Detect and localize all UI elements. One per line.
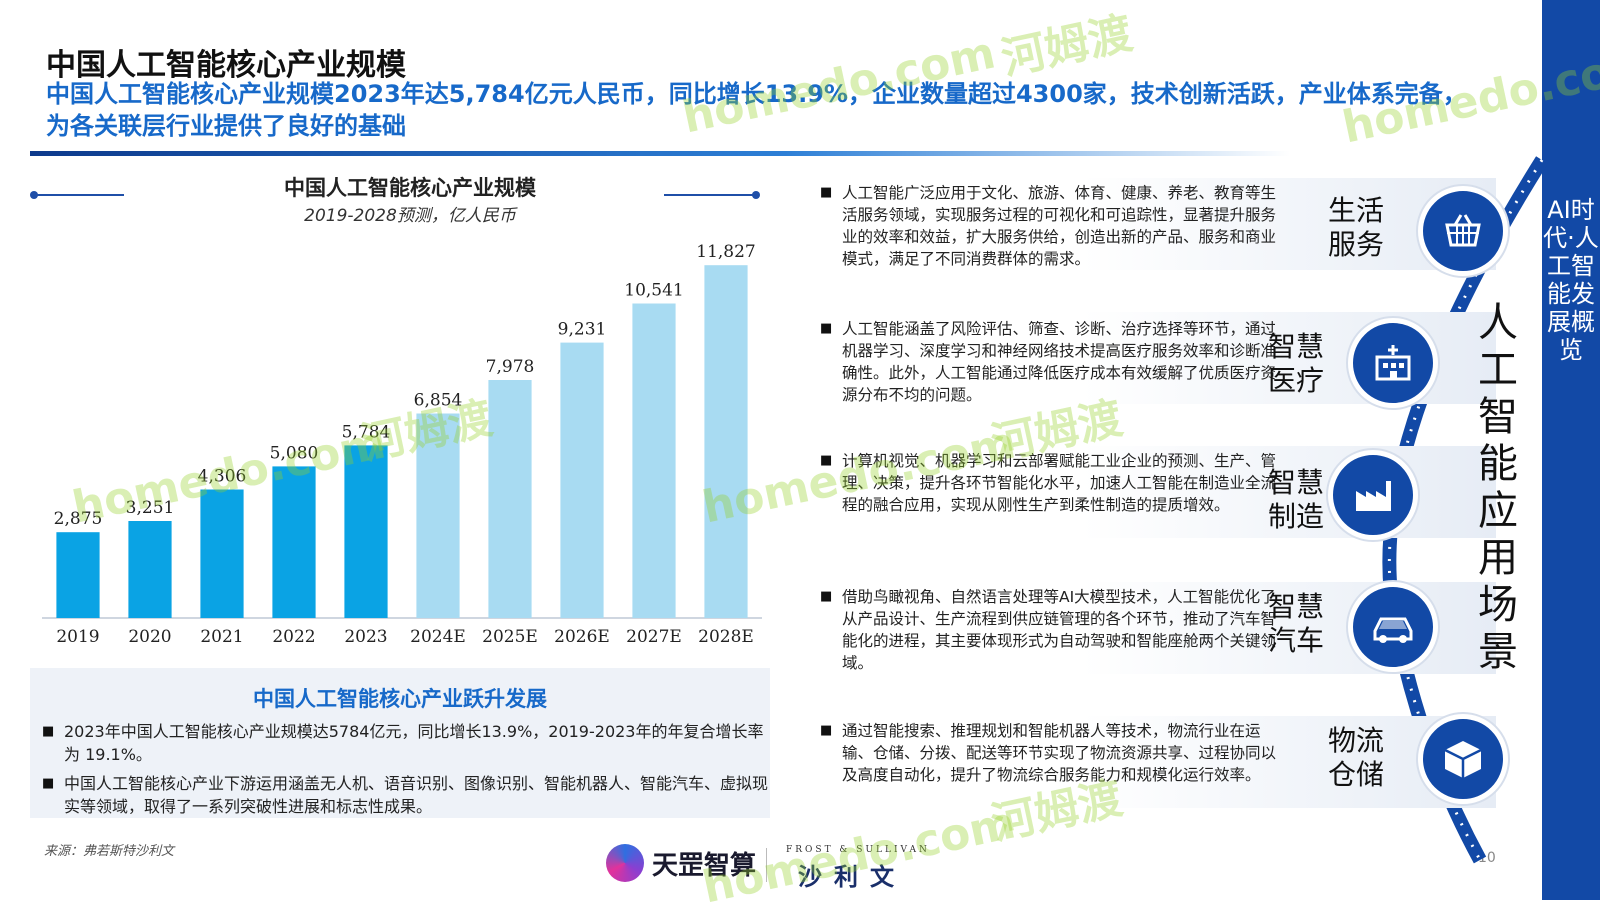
bar-2026E	[560, 342, 604, 618]
x-tick-label: 2028E	[698, 627, 754, 647]
x-tick-label: 2024E	[410, 627, 466, 647]
bar-2025E	[488, 380, 532, 618]
x-tick-label: 2023	[344, 627, 387, 647]
tianji-logo-mark-icon	[606, 844, 644, 882]
bar-chart: 2,875 2019 3,251 2020 4,306 2021 5,080 2022 5,78…	[42, 242, 762, 647]
x-tick-label: 2027E	[626, 627, 682, 647]
shopping-basket-icon	[1418, 186, 1508, 276]
scenario-text: 人工智能涵盖了风险评估、筛查、诊断、治疗选择等环节，通过机器学习、深度学习和神经…	[820, 318, 1282, 406]
logo-divider	[766, 848, 767, 882]
package-box-icon	[1418, 714, 1508, 804]
header-accent-line	[30, 151, 1290, 156]
bar-2024E	[416, 413, 460, 618]
x-tick-label: 2026E	[554, 627, 610, 647]
bar-2019	[56, 532, 100, 618]
side-band-text: AI时代·人工智能发展概览	[1543, 196, 1599, 364]
scenario-text: 计算机视觉、机器学习和云部署赋能工业企业的预测、生产、管理、决策，提升各环节智能…	[820, 450, 1282, 516]
scenario-text: 人工智能广泛应用于文化、旅游、体育、健康、养老、教育等生活服务领域，实现服务过程…	[820, 182, 1282, 270]
bar-value-label: 2,875	[54, 509, 103, 529]
bar-2020	[128, 521, 172, 618]
bar-2021	[200, 489, 244, 618]
page-title: 中国人工智能核心产业规模	[46, 48, 406, 83]
bar-value-label: 7,978	[486, 357, 535, 377]
development-title: 中国人工智能核心产业跃升发展	[253, 687, 547, 711]
x-tick-label: 2022	[272, 627, 315, 647]
x-tick-label: 2021	[200, 627, 243, 647]
bar-value-label: 10,541	[624, 281, 683, 301]
hospital-icon	[1348, 318, 1438, 408]
scenario-label: 智慧医疗	[1268, 330, 1325, 397]
scenario-text: 借助鸟瞰视角、自然语言处理等AI大模型技术，人工智能优化了从产品设计、生产流程到…	[820, 586, 1282, 674]
frost-sullivan-logo-en: FROST & SULLIVAN	[786, 845, 930, 855]
factory-icon	[1328, 450, 1418, 540]
chart-deco-line-left	[34, 194, 124, 196]
bar-2027E	[632, 303, 676, 618]
side-band	[1542, 0, 1600, 900]
scenario-label: 物流仓储	[1328, 724, 1385, 791]
bar-2022	[272, 466, 316, 618]
scenario-label: 生活服务	[1328, 194, 1385, 261]
x-tick-label: 2025E	[482, 627, 538, 647]
bar-value-label: 9,231	[558, 320, 607, 340]
development-item: 中国人工智能核心产业下游运用涵盖无人机、语音识别、图像识别、智能机器人、智能汽车…	[42, 772, 776, 818]
scenario-label: 智慧汽车	[1268, 590, 1325, 657]
tianji-logo-text: 天罡智算	[652, 850, 757, 881]
source-note: 来源：弗若斯特沙利文	[44, 844, 175, 859]
scenario-text: 通过智能搜索、推理规划和智能机器人等技术，物流行业在运输、仓储、分拨、配送等环节…	[820, 720, 1282, 786]
bar-value-label: 5,080	[270, 443, 319, 463]
bar-value-label: 4,306	[198, 467, 247, 487]
chart-subtitle: 2019-2028预测，亿人民币	[304, 206, 516, 226]
car-icon	[1348, 582, 1438, 672]
bar-value-label: 3,251	[126, 498, 175, 518]
development-item: 2023年中国人工智能核心产业规模达5784亿元，同比增长13.9%，2019-…	[42, 720, 776, 766]
chart-deco-line-right	[664, 194, 754, 196]
x-tick-label: 2020	[128, 627, 171, 647]
bar-2023	[344, 445, 388, 618]
x-tick-label: 2019	[56, 627, 99, 647]
bar-value-label: 5,784	[342, 422, 391, 442]
watermark: 河姆渡	[997, 7, 1137, 86]
bar-value-label: 11,827	[696, 242, 755, 262]
bar-2028E	[704, 265, 748, 618]
chart-title: 中国人工智能核心产业规模	[284, 176, 536, 200]
scenario-label: 智慧制造	[1268, 466, 1325, 533]
page-subtitle: 中国人工智能核心产业规模2023年达5,784亿元人民币，同比增长13.9%，企…	[46, 80, 1467, 140]
tianji-logo: 天罡智算	[606, 843, 756, 883]
bar-value-label: 6,854	[414, 391, 463, 411]
frost-sullivan-logo-cn: 沙利文	[798, 863, 906, 891]
chart-deco-dot-right	[752, 191, 760, 199]
application-scenarios-title: 人工智能应用场景	[1478, 300, 1518, 675]
